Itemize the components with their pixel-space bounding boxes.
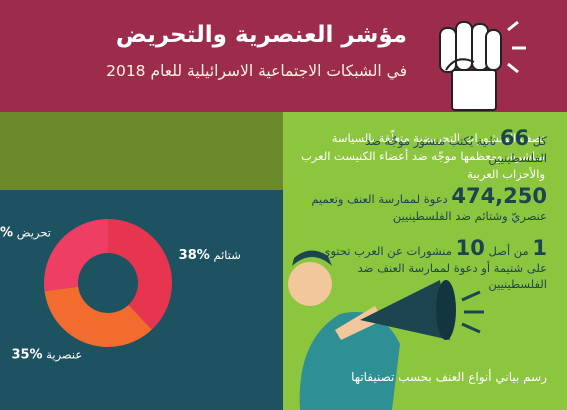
stat-text: دعوة لممارسة العنف وتعميم عنصريّ وشتائم …: [311, 192, 547, 223]
segment-label: 35% عنصرية: [11, 348, 82, 363]
subtitle: في الشبكات الاجتماعية الاسرائيلية للعام …: [106, 62, 407, 80]
stat-text: منشورات عن العرب تحتوي على شتيمة أو دعوة…: [321, 244, 547, 292]
segment-label: 27% تحريض: [0, 226, 51, 241]
category-label: شتائم: [213, 248, 240, 262]
megaphone-figure: [288, 250, 484, 410]
title: مؤشر العنصرية والتحريض: [115, 22, 407, 48]
stat-number: 10: [455, 236, 485, 260]
note: نصف المنشورات التحريضية متعلّقة بالسياسة…: [300, 131, 545, 181]
donut-segment: [43, 219, 108, 292]
donut-chart: 38% شتائم 35% عنصرية 27% تحريض: [0, 219, 241, 363]
stat-number: 66: [499, 126, 530, 150]
donut-segment: [44, 286, 152, 348]
value-label: 27%: [0, 226, 13, 241]
donut-segment: [108, 219, 172, 330]
stat-text: ثانية يُكتب منشور موجّه ضد الفلسطينيين: [365, 134, 547, 165]
stat-number: 474,250: [451, 184, 547, 208]
stat-text: من أصل: [484, 244, 533, 258]
stat-text: كل: [529, 134, 547, 148]
stat: 1 من أصل 10 منشورات عن العرب تحتوي على ش…: [307, 238, 547, 293]
chart-caption: رسم بياني أنواع العنف بحسب تصنيفاتها: [351, 370, 547, 384]
segment-label: 38% شتائم: [179, 248, 241, 263]
stat: كل 66 ثانية يُكتب منشور موجّه ضد الفلسطي…: [307, 128, 547, 166]
fist-icon: [439, 20, 526, 111]
stat-number: 1: [532, 236, 547, 260]
stat: 474,250 دعوة لممارسة العنف وتعميم عنصريّ…: [307, 186, 547, 224]
category-label: عنصرية: [46, 348, 82, 363]
value-label: 38%: [179, 248, 210, 263]
note-band: [0, 112, 283, 190]
category-label: تحريض: [17, 226, 51, 241]
value-label: 35%: [11, 348, 42, 363]
